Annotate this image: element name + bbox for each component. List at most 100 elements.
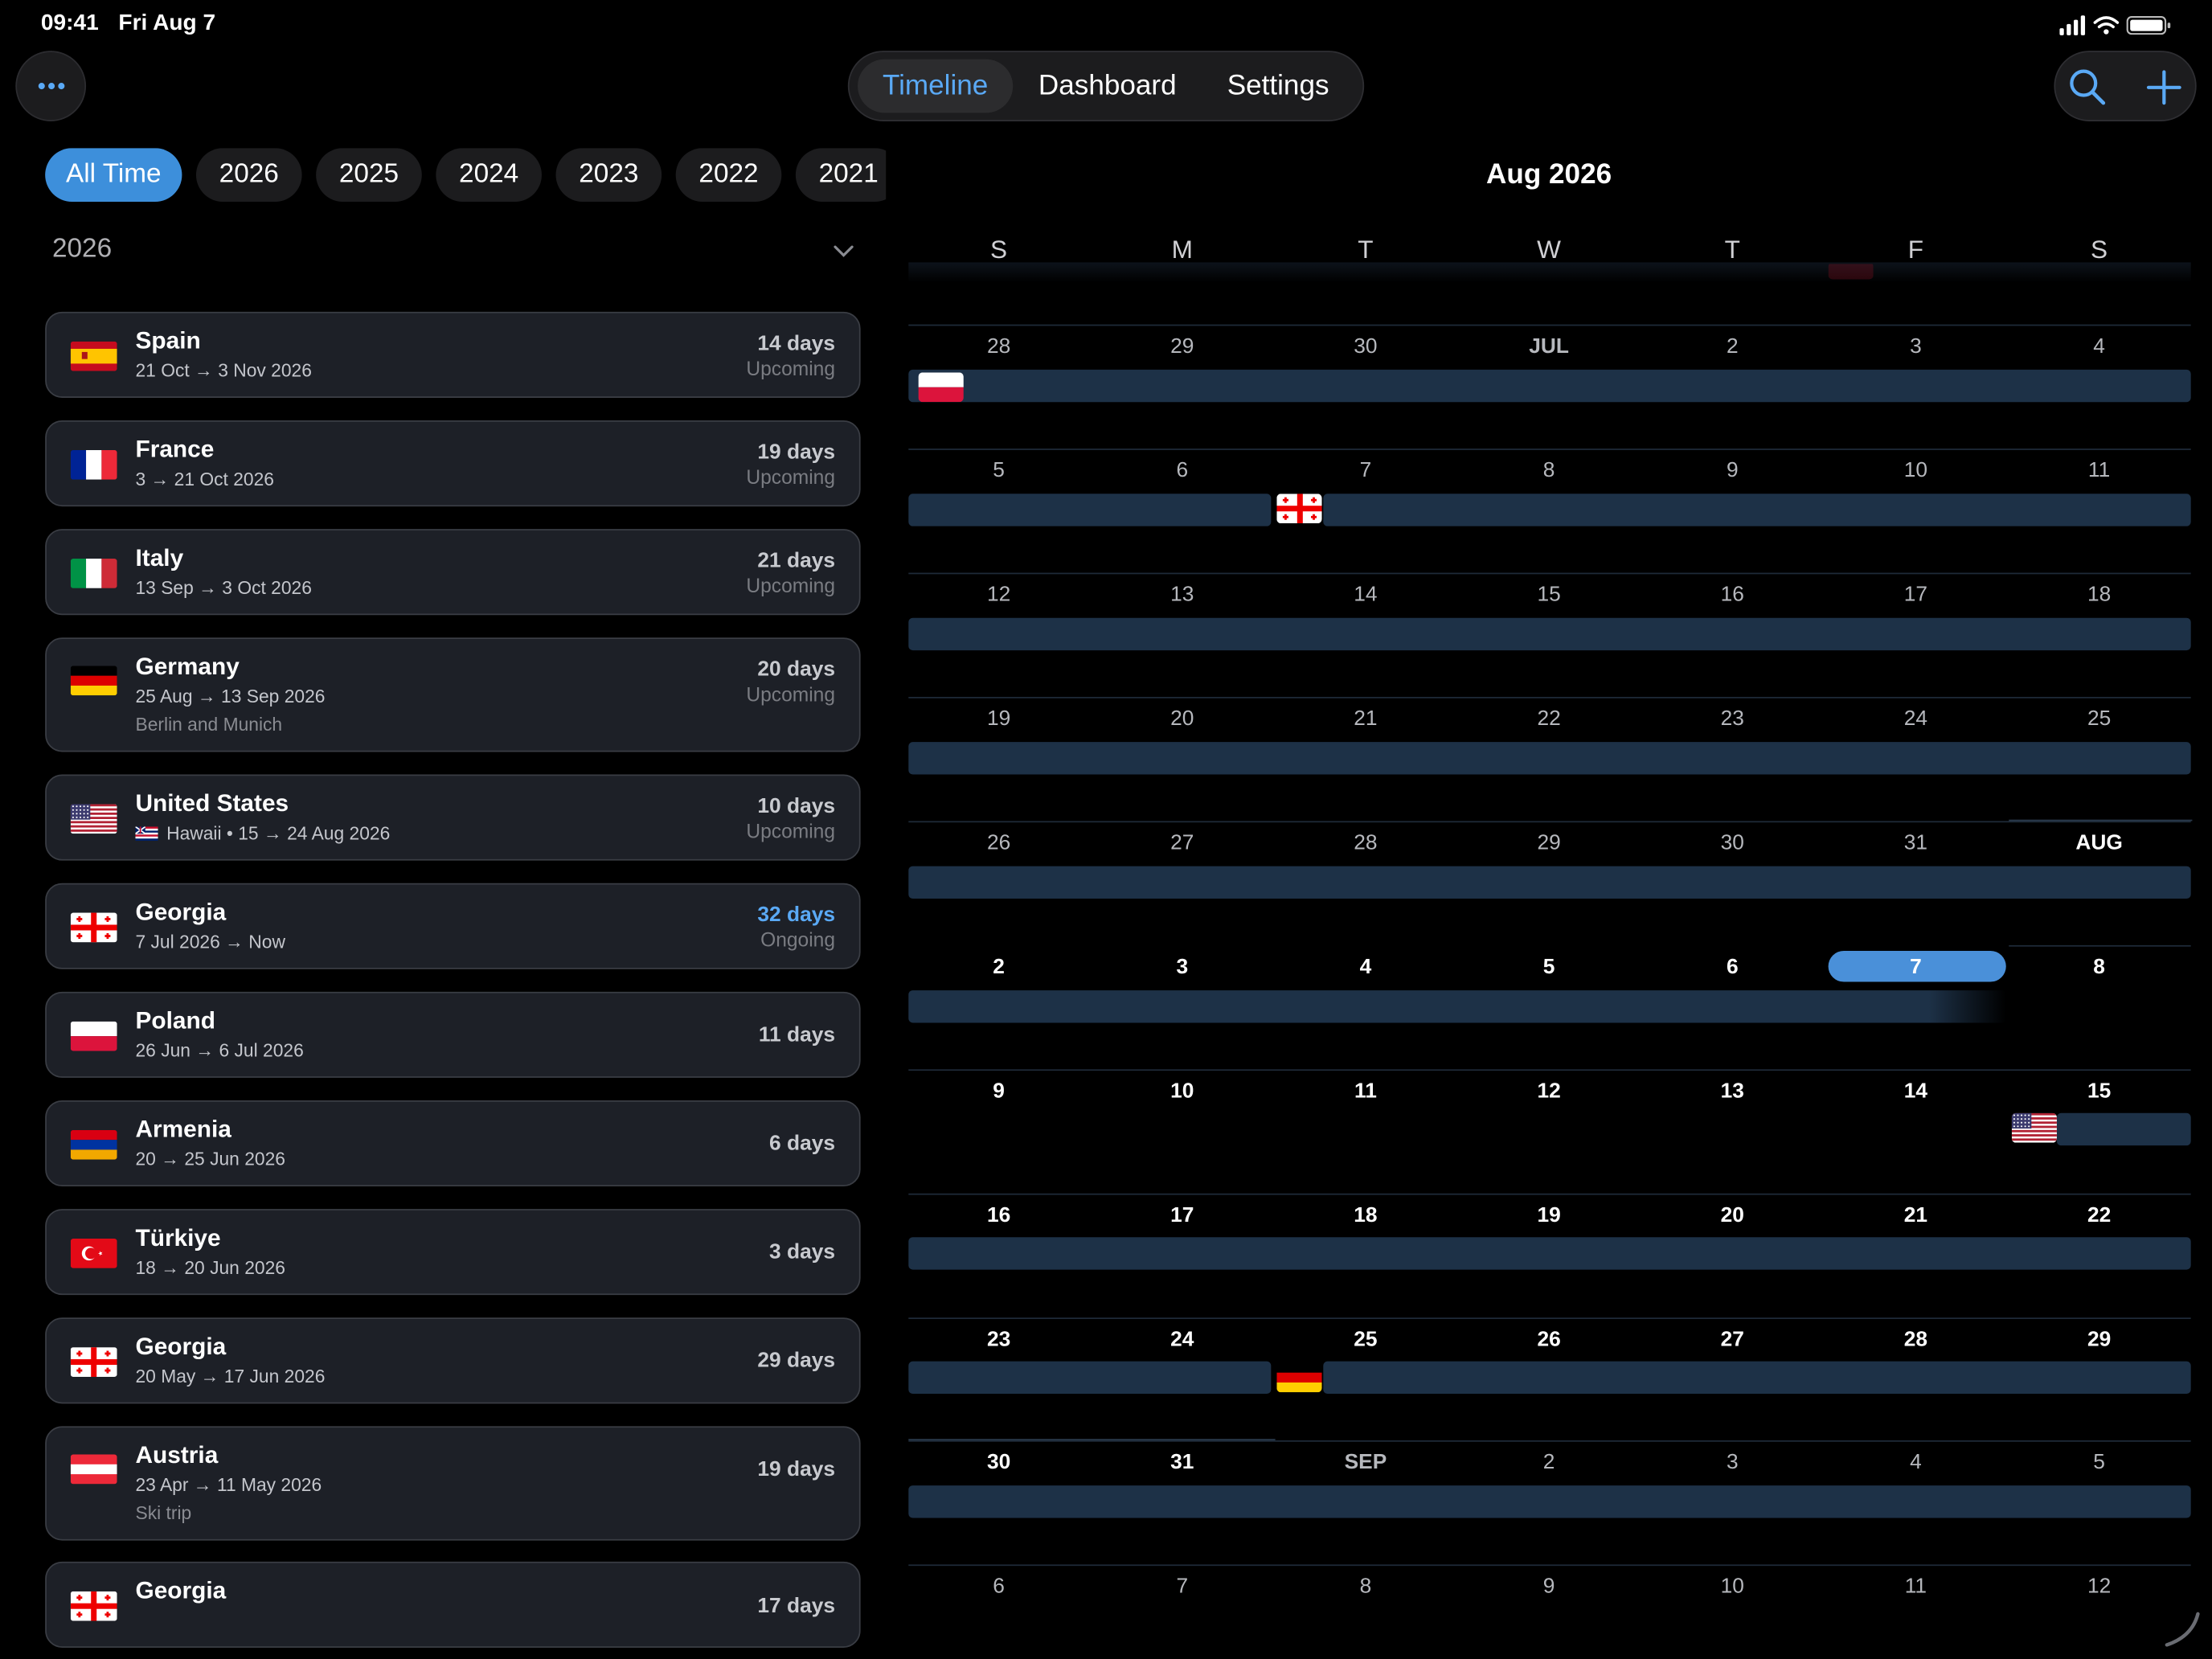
calendar-day[interactable]: 9 xyxy=(993,1079,1005,1104)
calendar-day[interactable]: 30 xyxy=(986,1450,1011,1475)
tab-dashboard[interactable]: Dashboard xyxy=(1038,70,1177,102)
calendar-day[interactable]: 9 xyxy=(1542,1574,1555,1599)
calendar-day[interactable]: 24 xyxy=(1170,1327,1194,1352)
calendar-day[interactable]: 26 xyxy=(1537,1327,1561,1352)
trip-card[interactable]: United States Hawaii • 15 → 24 Aug 2026 10… xyxy=(45,774,861,861)
tab-timeline[interactable]: Timeline xyxy=(858,59,1014,113)
calendar-day[interactable]: 6 xyxy=(993,1574,1005,1599)
calendar-day[interactable]: 22 xyxy=(2087,1203,2112,1227)
calendar-day[interactable]: 20 xyxy=(1720,1203,1744,1227)
trip-bar[interactable] xyxy=(908,1237,2191,1270)
calendar-day[interactable]: 10 xyxy=(1170,1079,1194,1104)
calendar-day[interactable]: 31 xyxy=(1903,830,1928,855)
calendar-day[interactable]: 19 xyxy=(986,707,1011,731)
calendar-day[interactable]: 11 xyxy=(1904,1574,1927,1599)
trip-card[interactable]: Poland 26 Jun → 6 Jul 2026 11 days xyxy=(45,991,861,1078)
calendar-day[interactable]: 16 xyxy=(986,1203,1011,1227)
calendar-day[interactable]: 28 xyxy=(1903,1327,1928,1352)
add-icon[interactable] xyxy=(2146,69,2183,106)
calendar-day[interactable]: 16 xyxy=(1720,582,1744,607)
calendar-day[interactable]: 17 xyxy=(1903,582,1928,607)
calendar-day[interactable]: 13 xyxy=(1170,582,1194,607)
calendar-day[interactable]: 27 xyxy=(1170,830,1194,855)
tab-settings[interactable]: Settings xyxy=(1227,70,1329,102)
calendar-day[interactable]: 24 xyxy=(1903,707,1928,731)
chevron-down-icon[interactable] xyxy=(833,243,855,260)
calendar-day[interactable]: 9 xyxy=(1726,458,1739,483)
calendar-day[interactable]: 5 xyxy=(1542,955,1555,980)
calendar-day[interactable]: 10 xyxy=(1720,1574,1744,1599)
calendar-day[interactable]: 28 xyxy=(986,334,1011,358)
calendar-day[interactable]: 30 xyxy=(1720,830,1744,855)
calendar-day[interactable]: JUL xyxy=(1529,334,1569,358)
calendar-day[interactable]: 23 xyxy=(1720,707,1744,731)
calendar-day[interactable]: 29 xyxy=(1170,334,1194,358)
calendar-day[interactable]: 11 xyxy=(2087,458,2111,483)
trip-bar[interactable] xyxy=(908,1361,1272,1395)
trip-card[interactable]: Georgia 7 Jul 2026 → Now 32 days Ongoing xyxy=(45,883,861,969)
calendar-day[interactable]: 7 xyxy=(1359,458,1372,483)
calendar-day[interactable]: 20 xyxy=(1170,707,1194,731)
calendar-day[interactable]: 3 xyxy=(1176,955,1189,980)
calendar-day[interactable]: 27 xyxy=(1720,1327,1744,1352)
search-icon[interactable] xyxy=(2067,66,2109,109)
calendar-day[interactable]: 8 xyxy=(1542,458,1555,483)
calendar-day[interactable]: 2 xyxy=(1726,334,1739,358)
calendar-day[interactable]: 23 xyxy=(986,1327,1011,1352)
trip-bar[interactable] xyxy=(908,617,2191,651)
trip-bar[interactable] xyxy=(908,494,1272,526)
calendar-day[interactable]: 2 xyxy=(993,955,1005,980)
trip-card[interactable]: Spain 21 Oct → 3 Nov 2026 14 days Upcoming xyxy=(45,311,861,398)
calendar-day[interactable]: 4 xyxy=(2093,334,2105,358)
calendar-day[interactable]: 18 xyxy=(2087,582,2112,607)
filter-2021[interactable]: 2021 xyxy=(795,148,887,202)
calendar-day[interactable]: SEP xyxy=(1344,1450,1387,1475)
trip-card[interactable]: Italy 13 Sep → 3 Oct 2026 21 days Upcoming xyxy=(45,529,861,616)
calendar-day[interactable]: 26 xyxy=(986,830,1011,855)
more-options-button[interactable] xyxy=(15,51,87,121)
calendar-day[interactable]: 25 xyxy=(2087,707,2112,731)
trip-card[interactable]: Germany 25 Aug → 13 Sep 2026 Berlin and Mu… xyxy=(45,637,861,752)
trip-card[interactable]: France 3 → 21 Oct 2026 19 days Upcoming xyxy=(45,420,861,507)
calendar-day[interactable]: 10 xyxy=(1903,458,1928,483)
calendar-day[interactable]: 8 xyxy=(1359,1574,1372,1599)
calendar-day[interactable]: 30 xyxy=(1354,334,1378,358)
calendar-day[interactable]: 25 xyxy=(1354,1327,1378,1352)
calendar-day[interactable]: AUG xyxy=(2075,830,2123,855)
calendar-day[interactable]: 15 xyxy=(2087,1079,2112,1104)
calendar-day[interactable]: 21 xyxy=(1903,1203,1928,1227)
calendar-day[interactable]: 22 xyxy=(1537,707,1561,731)
filter-2023[interactable]: 2023 xyxy=(555,148,662,202)
calendar-day[interactable]: 13 xyxy=(1720,1079,1744,1104)
calendar-day[interactable]: 7 xyxy=(1176,1574,1189,1599)
trip-card[interactable]: Georgia 20 May → 17 Jun 2026 29 days xyxy=(45,1317,861,1404)
trip-card[interactable]: Armenia 20 → 25 Jun 2026 6 days xyxy=(45,1100,861,1187)
trip-bar[interactable] xyxy=(908,1485,2191,1518)
calendar-day[interactable]: 8 xyxy=(2093,955,2105,980)
trip-card[interactable]: Austria 23 Apr → 11 May 2026 Ski trip 19 da… xyxy=(45,1426,861,1541)
calendar-day[interactable]: 12 xyxy=(2087,1574,2112,1599)
trip-card[interactable]: Türkiye 18 → 20 Jun 2026 3 days xyxy=(45,1209,861,1296)
trip-bar[interactable] xyxy=(1323,1361,2191,1395)
calendar-day[interactable]: 14 xyxy=(1354,582,1378,607)
calendar-day[interactable]: 3 xyxy=(1910,334,1922,358)
trip-bar[interactable] xyxy=(908,866,2191,899)
calendar-day[interactable]: 12 xyxy=(1537,1079,1561,1104)
calendar-day[interactable]: 12 xyxy=(986,582,1011,607)
filter-2026[interactable]: 2026 xyxy=(195,148,302,202)
filter-all-time[interactable]: All Time xyxy=(45,148,182,202)
trip-card[interactable]: Georgia 17 days xyxy=(45,1561,861,1648)
filter-2022[interactable]: 2022 xyxy=(675,148,782,202)
calendar-day[interactable]: 2 xyxy=(1542,1450,1555,1475)
filter-2024[interactable]: 2024 xyxy=(436,148,542,202)
calendar-day[interactable]: 15 xyxy=(1537,582,1561,607)
calendar-day[interactable]: 5 xyxy=(2093,1450,2105,1475)
trip-bar[interactable] xyxy=(908,369,2191,403)
calendar-day[interactable]: 28 xyxy=(1354,830,1378,855)
calendar-day[interactable]: 18 xyxy=(1354,1203,1378,1227)
calendar-day[interactable]: 7 xyxy=(1910,955,1922,980)
calendar-day[interactable]: 19 xyxy=(1537,1203,1561,1227)
calendar-day[interactable]: 4 xyxy=(1910,1450,1922,1475)
calendar-day[interactable]: 14 xyxy=(1903,1079,1928,1104)
calendar-day[interactable]: 17 xyxy=(1170,1203,1194,1227)
